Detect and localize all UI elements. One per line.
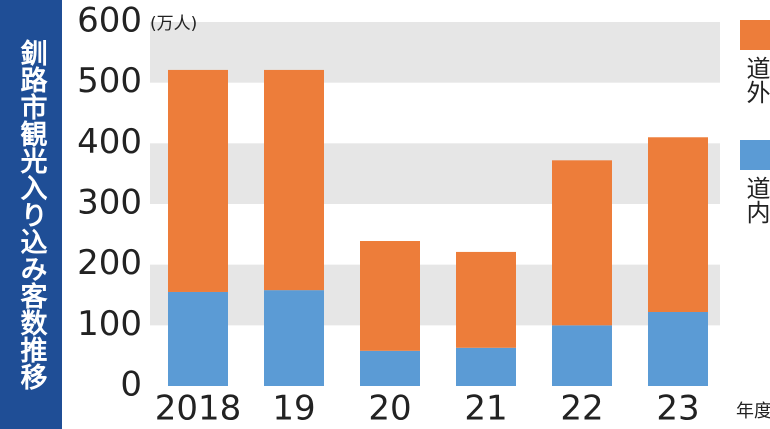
legend-swatch [740,20,770,50]
y-tick-label: 100 [77,304,142,344]
grid-band [150,143,720,204]
y-unit: (万人) [150,14,197,34]
grid-band [150,22,720,83]
bar-segment [264,290,324,386]
bar-segment [456,347,516,386]
background [150,22,720,326]
bar-segment [648,137,708,312]
x-tick-label: 19 [272,389,315,429]
bar-segment [648,311,708,386]
bar-segment [360,241,420,351]
bar-segment [360,350,420,386]
y-tick-label: 500 [77,61,142,101]
x-tick-label: 23 [656,389,699,429]
grid-band [150,264,720,326]
legend-label: 道内 [742,176,770,224]
x-tick-label: 21 [464,389,507,429]
bar-segment [552,325,612,386]
bar-segment [168,291,228,386]
bar-segment [456,251,516,348]
bar-segment [168,69,228,292]
x-tick-label: 22 [560,389,603,429]
y-tick-label: 300 [77,183,142,223]
y-tick-label: 600 [77,1,142,41]
x-tick-label: 20 [368,389,411,429]
x-suffix: 年度 [736,401,770,422]
y-tick-label: 200 [77,243,142,283]
y-tick-label: 400 [77,122,142,162]
legend-label: 道外 [742,56,770,104]
bar-segment [552,160,612,326]
chart-title: 釧路市観光入り込み客数推移 [0,0,62,429]
y-tick-label: 0 [120,365,142,405]
bar-segment [264,69,324,291]
x-tick-label: 2018 [155,389,242,429]
legend-swatch [740,140,770,170]
